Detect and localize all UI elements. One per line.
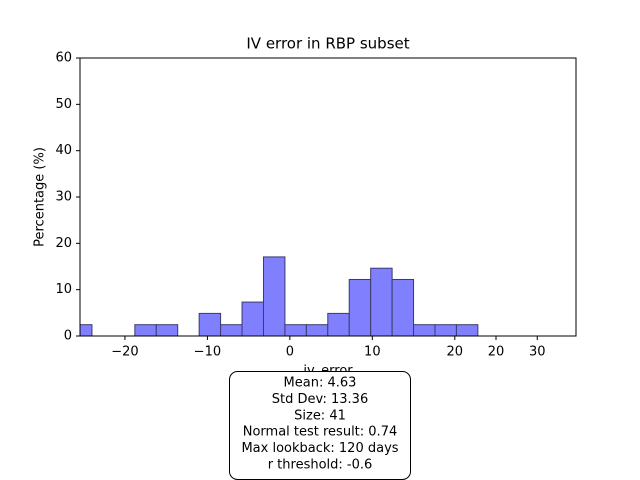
bar [348,278,372,336]
x-tick-label: 30 [529,345,546,360]
bar [305,324,329,336]
bar [284,324,307,336]
stats-line: Size: 41 [294,408,346,423]
bar [391,278,415,336]
y-tick-label: 60 [55,51,72,66]
x-tick-label: 20 [488,345,505,360]
bar [434,324,457,336]
bar [455,324,479,336]
x-tick-label: 10 [364,345,381,360]
bar [134,324,157,336]
y-tick-label: 0 [64,329,72,344]
bar [155,324,179,336]
bar [413,324,436,336]
y-axis-label: Percentage (%) [33,147,48,247]
plot-frame [79,57,577,337]
stats-line: Normal test result: 0.74 [243,425,398,440]
bar [327,312,350,336]
stats-line: Std Dev: 13.36 [272,392,368,407]
y-tick-label: 20 [55,236,72,251]
bars [80,256,479,336]
stats-line: Max lookback: 120 days [241,441,398,456]
x-tick-label: 0 [286,345,294,360]
chart-title: IV error in RBP subset [246,35,409,53]
bar [198,312,222,336]
y-tick-label: 30 [55,190,72,205]
stats-line: r threshold: -0.6 [268,458,373,473]
y-tick-label: 50 [55,97,72,112]
x-tick-label: −20 [111,345,138,360]
x-tick-label: 20 [447,345,464,360]
y-tick-label: 10 [55,282,72,297]
bar [241,301,264,336]
y-tick-label: 40 [55,143,72,158]
bar [80,324,93,336]
bar [370,267,393,336]
bar [220,324,243,336]
bar [262,256,286,336]
stats-line: Mean: 4.63 [284,376,357,391]
x-tick-label: −10 [194,345,221,360]
